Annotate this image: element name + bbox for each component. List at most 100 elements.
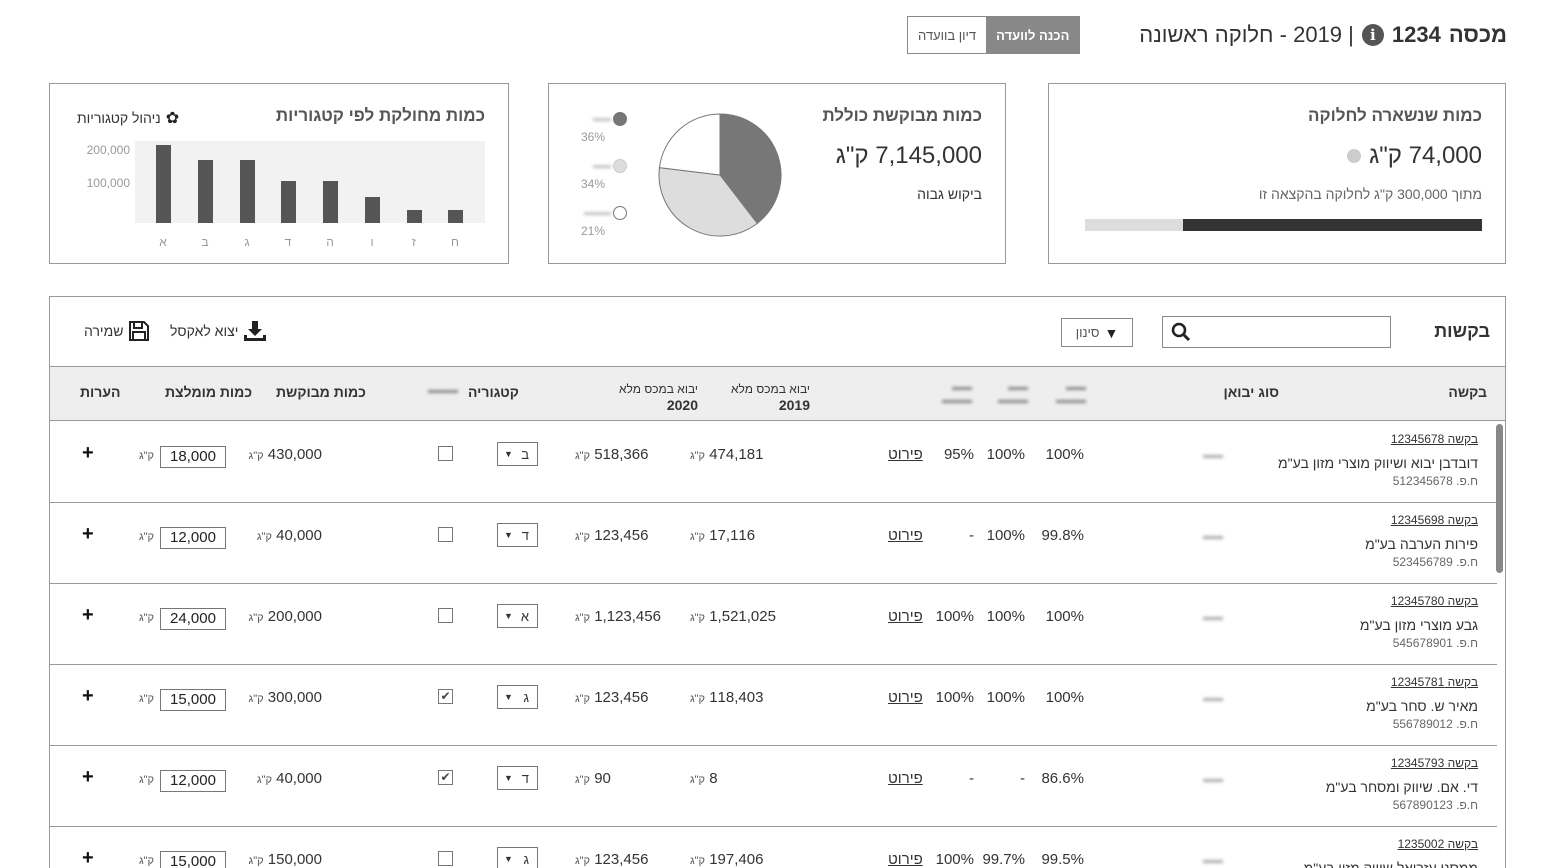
x-tick-label: ה [326, 235, 334, 249]
add-note-icon[interactable]: + [82, 847, 94, 868]
bar-ו[interactable] [365, 196, 380, 223]
percent-3: 100% [935, 851, 974, 868]
import-2020-value: 123,456 ק"ג [575, 851, 696, 868]
company-name: פירות הערבה בע"מ [1365, 536, 1478, 552]
table-scrollbar[interactable] [1496, 424, 1503, 573]
percent-1: 99.5% [1041, 851, 1084, 868]
column-header-recommended[interactable]: כמות מומלצת [165, 384, 253, 400]
percent-2: 99.7% [982, 851, 1025, 868]
bar-ז[interactable] [407, 210, 422, 223]
import-2019-value: 17,116 ק"ג [690, 527, 810, 544]
request-link[interactable]: בקשה 12345780 [1390, 594, 1478, 608]
details-link[interactable]: פירוט [888, 446, 923, 463]
info-icon[interactable]: i [1361, 24, 1384, 46]
request-link[interactable]: בקשה 12345698 [1390, 513, 1478, 527]
category-select[interactable]: ד ▼ [497, 766, 538, 790]
import-2020-year: 2020 [666, 397, 698, 413]
column-header-notes[interactable]: הערות [80, 384, 121, 400]
pie-slice[interactable] [658, 167, 758, 237]
bar-ג[interactable] [240, 159, 255, 223]
category-card-title: כמות מחולקת לפי קטגוריות [275, 106, 485, 125]
bar-ד[interactable] [281, 180, 296, 223]
bar-ח[interactable] [448, 210, 463, 223]
export-excel-button[interactable]: יצוא לאקסל [170, 321, 267, 341]
recommended-input[interactable]: 15,000 [160, 851, 226, 868]
recommended-input[interactable]: 12,000 [160, 770, 226, 792]
bar-ה[interactable] [323, 180, 338, 223]
table-row[interactable]: בקשה 1235002 ממסני עזריאל שיווק מזון בע"מ… [50, 827, 1497, 868]
row-checkbox[interactable]: ✔ [438, 770, 453, 785]
filter-label: סינון [1075, 325, 1100, 340]
column-header-request[interactable]: בקשה [1448, 384, 1487, 400]
details-link[interactable]: פירוט [888, 851, 923, 868]
import-2019-value: 118,403 ק"ג [690, 689, 810, 706]
column-header-requested[interactable]: כמות מבוקשת [276, 384, 366, 400]
bar-א[interactable] [156, 145, 171, 223]
row-checkbox[interactable] [438, 527, 453, 542]
percent-1: 100% [1045, 446, 1084, 463]
category-select[interactable]: ד ▼ [497, 523, 538, 547]
recommended-input[interactable]: 24,000 [160, 608, 226, 630]
stage-committee-discussion-button[interactable]: דיון בוועדה [908, 17, 987, 53]
legend-percent: 34% [581, 177, 606, 191]
row-checkbox[interactable]: ✔ [438, 689, 453, 704]
import-2020-number: 123,456 [594, 689, 649, 706]
requested-number: 200,000 [267, 608, 322, 625]
column-header-import-2020[interactable]: יבוא במכס מלא 2020 [580, 380, 698, 413]
chevron-down-icon: ▼ [504, 854, 513, 864]
category-select[interactable]: א ▼ [497, 604, 538, 628]
column-header-importer-type[interactable]: סוג יבואן [1223, 384, 1279, 400]
details-link[interactable]: פירוט [888, 770, 923, 787]
category-value: ג [523, 851, 530, 867]
table-row[interactable]: בקשה 12345678 דובדבן יבוא ושיווק מוצרי מז… [50, 422, 1497, 503]
add-note-icon[interactable]: + [82, 523, 94, 545]
add-note-icon[interactable]: + [82, 442, 94, 464]
category-select[interactable]: ג ▼ [497, 847, 538, 868]
row-checkbox[interactable] [438, 608, 453, 623]
details-link[interactable]: פירוט [888, 608, 923, 625]
requests-panel: בקשות ▼ סינון יצוא לאקסל שמירה בקשה סוג … [49, 296, 1506, 868]
requested-value: 300,000 ק"ג [230, 689, 322, 706]
table-row[interactable]: בקשה 12345698 פירות הערבה בע"מ ח.פ. 523456… [50, 503, 1497, 584]
search-icon[interactable] [1171, 322, 1191, 342]
company-name: די. אם. שיווק ומסחר בע"מ [1325, 779, 1478, 795]
row-checkbox[interactable] [438, 851, 453, 866]
column-header-category[interactable]: קטגוריה [468, 384, 519, 400]
add-note-icon[interactable]: + [82, 604, 94, 626]
category-select[interactable]: ב ▼ [497, 442, 538, 466]
request-link[interactable]: בקשה 1235002 [1397, 837, 1478, 851]
table-row[interactable]: בקשה 12345781 מאיר ש. סחר בע"מ ח.פ. 556789… [50, 665, 1497, 746]
search-input[interactable] [1162, 316, 1391, 348]
details-link[interactable]: פירוט [888, 689, 923, 706]
request-link[interactable]: בקשה 12345678 [1390, 432, 1478, 446]
recommended-input[interactable]: 18,000 [160, 446, 226, 468]
customs-number: 1234 [1391, 22, 1441, 47]
request-link[interactable]: בקשה 12345793 [1390, 756, 1478, 770]
pie-slice[interactable] [719, 113, 782, 225]
details-link[interactable]: פירוט [888, 527, 923, 544]
row-checkbox[interactable] [438, 446, 453, 461]
category-select[interactable]: ג ▼ [497, 685, 538, 709]
pie-slice[interactable] [658, 113, 721, 176]
manage-categories-button[interactable]: ✿ ניהול קטגוריות [77, 108, 179, 128]
add-note-icon[interactable]: + [82, 766, 94, 788]
unit-label: ק"ג [248, 693, 264, 705]
save-button[interactable]: שמירה [84, 321, 150, 341]
add-note-icon[interactable]: + [82, 685, 94, 707]
filter-icon: ▼ [1104, 324, 1119, 341]
import-2019-number: 17,116 [709, 527, 756, 544]
import-2020-value: 123,456 ק"ג [575, 689, 696, 706]
request-link[interactable]: בקשה 12345781 [1390, 675, 1478, 689]
recommended-input[interactable]: 12,000 [160, 527, 226, 549]
table-row[interactable]: בקשה 12345780 גבע מוצרי מזון בע"מ ח.פ. 545… [50, 584, 1497, 665]
column-header-blurred: ▬▬ ▬▬▬ [1056, 382, 1086, 406]
requests-title: בקשות [1434, 321, 1490, 341]
table-row[interactable]: בקשה 12345793 די. אם. שיווק ומסחר בע"מ ח.פ… [50, 746, 1497, 827]
company-id: ח.פ. 556789012 [1392, 717, 1478, 731]
column-header-import-2019[interactable]: יבוא במכס מלא 2019 [692, 380, 810, 413]
stage-committee-prep-button[interactable]: הכנה לוועדה [986, 17, 1080, 53]
filter-button[interactable]: ▼ סינון [1061, 318, 1133, 347]
import-2019-number: 474,181 [709, 446, 764, 463]
bar-ב[interactable] [198, 159, 213, 223]
recommended-input[interactable]: 15,000 [160, 689, 226, 711]
